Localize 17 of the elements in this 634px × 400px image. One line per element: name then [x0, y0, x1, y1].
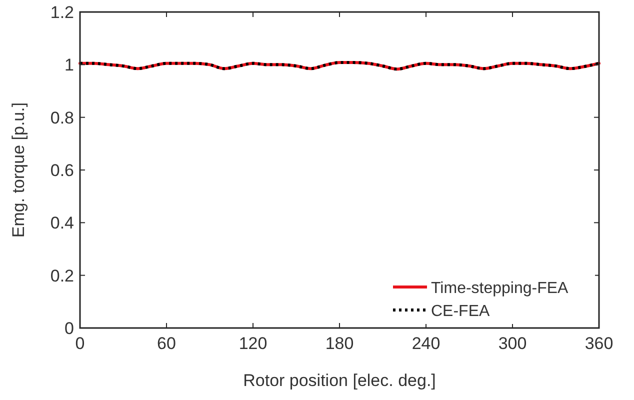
legend-label: Time-stepping-FEA [431, 280, 569, 297]
legend-label: CE-FEA [431, 303, 490, 320]
y-axis-title: Emg. torque [p.u.] [9, 102, 28, 238]
y-tick-label: 0.2 [50, 266, 74, 286]
x-tick-label: 180 [325, 334, 354, 353]
y-tick-label: 0.4 [50, 214, 74, 233]
x-tick-label: 240 [412, 334, 440, 353]
x-tick-label: 300 [498, 334, 527, 353]
x-tick-label: 120 [238, 334, 268, 353]
x-tick-label: 60 [157, 334, 176, 353]
y-tick-label: 1.2 [50, 3, 74, 22]
x-axis-title: Rotor position [elec. deg.] [243, 371, 436, 390]
y-tick-label: 0.8 [50, 108, 74, 128]
y-tick-label: 1 [64, 56, 74, 75]
y-tick-label: 0.6 [50, 161, 74, 180]
x-tick-label: 360 [584, 334, 614, 353]
y-tick-label: 0 [64, 319, 74, 338]
